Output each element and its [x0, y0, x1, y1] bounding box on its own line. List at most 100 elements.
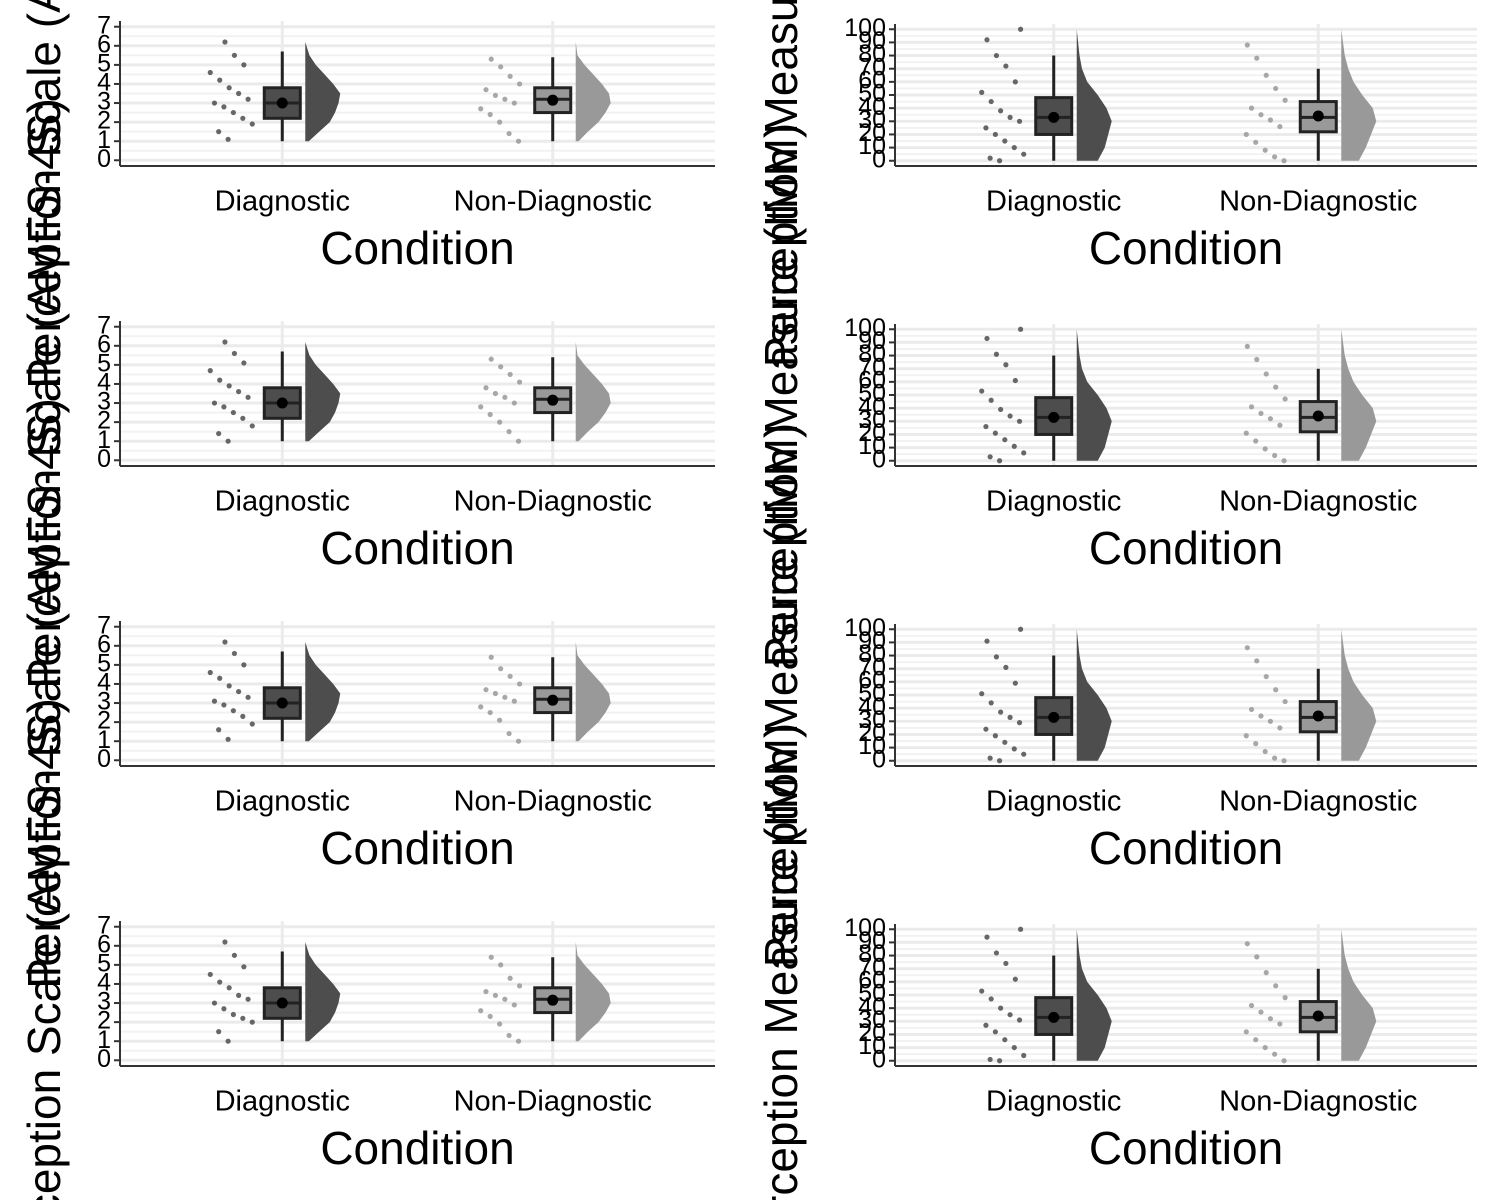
data-point	[245, 96, 251, 102]
data-point	[1003, 960, 1009, 967]
data-point	[488, 954, 494, 960]
violin	[305, 341, 341, 442]
x-tick-label: Diagnostic	[215, 1086, 350, 1118]
data-point	[217, 979, 223, 985]
data-point	[996, 1058, 1003, 1064]
data-point	[1021, 151, 1027, 157]
y-tick-label: 40	[858, 693, 886, 721]
data-point	[498, 64, 504, 70]
y-tick-label: 3	[97, 88, 111, 116]
x-tick-label: Diagnostic	[215, 486, 350, 518]
data-point	[492, 992, 499, 999]
violin	[575, 941, 611, 1042]
data-point	[217, 377, 223, 383]
y-tick-label: 4	[97, 969, 111, 997]
data-point	[1007, 114, 1013, 120]
y-tick-label: 5	[97, 649, 111, 677]
data-point	[225, 136, 231, 142]
data-point	[1267, 117, 1274, 123]
data-point	[207, 69, 213, 76]
y-tick-label: 30	[858, 406, 886, 434]
y-tick-label: 7	[97, 911, 111, 939]
y-tick-label: 2	[97, 707, 111, 735]
data-point	[1253, 1037, 1259, 1043]
data-point	[988, 996, 994, 1002]
y-tick-label: 3	[97, 688, 111, 716]
data-point	[516, 681, 523, 687]
data-point	[984, 638, 990, 644]
y-tick-label: 100	[844, 614, 886, 642]
data-point	[1262, 1044, 1268, 1051]
mean-point	[1048, 111, 1060, 123]
y-axis-title: Perception Scale (AMFS-4S)	[18, 0, 70, 389]
y-axis-title: Perception Measure (IMM)	[755, 723, 807, 1200]
data-point	[225, 1038, 231, 1044]
data-point	[1262, 446, 1268, 452]
x-tick-label: Non-Diagnostic	[454, 1086, 652, 1118]
data-point	[245, 694, 251, 700]
y-tick-label: 40	[858, 93, 886, 121]
data-point	[1272, 154, 1278, 160]
data-point	[225, 438, 231, 444]
data-point	[996, 458, 1003, 464]
mean-point	[547, 94, 559, 106]
y-tick-label: 50	[858, 980, 886, 1008]
mean-point	[1048, 411, 1060, 423]
y-tick-label: 2	[97, 1007, 111, 1035]
data-point	[979, 988, 985, 994]
data-point	[488, 56, 494, 62]
data-point	[506, 1032, 512, 1039]
data-point	[1244, 645, 1250, 651]
data-point	[487, 411, 493, 418]
mean-point	[1048, 1011, 1060, 1023]
data-point	[240, 115, 246, 121]
mean-point	[547, 394, 559, 406]
y-tick-label: 40	[858, 993, 886, 1021]
data-point	[1254, 55, 1260, 61]
data-point	[497, 119, 503, 125]
violin	[1076, 329, 1112, 461]
y-tick-label: 50	[858, 80, 886, 108]
violin	[575, 641, 611, 742]
data-point	[222, 339, 228, 345]
data-point	[1273, 384, 1279, 390]
y-tick-label: 0	[97, 1045, 111, 1073]
data-point	[515, 438, 522, 444]
data-point	[1272, 452, 1278, 459]
mean-point	[1312, 710, 1324, 722]
y-tick-label: 30	[858, 706, 886, 734]
data-point	[1262, 147, 1268, 153]
data-point	[226, 85, 232, 91]
data-point	[516, 379, 523, 385]
data-point	[1273, 983, 1279, 989]
data-point	[1244, 42, 1250, 48]
data-point	[1254, 658, 1260, 664]
data-point	[515, 1038, 522, 1044]
data-point	[231, 350, 238, 357]
data-point	[998, 709, 1004, 715]
data-point	[1253, 741, 1259, 747]
x-tick-label: Non-Diagnostic	[1219, 1086, 1417, 1118]
data-point	[1243, 131, 1249, 138]
y-tick-label: 2	[97, 407, 111, 435]
y-tick-label: 5	[97, 949, 111, 977]
data-point	[502, 694, 508, 700]
data-point	[1012, 680, 1018, 686]
data-point	[483, 988, 489, 995]
data-point	[979, 89, 985, 95]
y-tick-label: 90	[858, 927, 886, 955]
y-tick-label: 70	[858, 653, 886, 681]
data-point	[984, 934, 990, 940]
violin	[305, 41, 341, 142]
mean-point	[1312, 410, 1324, 422]
data-point	[993, 654, 1000, 660]
y-tick-label: 20	[858, 119, 886, 147]
data-point	[1007, 1012, 1013, 1018]
y-tick-label: 10	[858, 732, 886, 760]
data-point	[222, 939, 228, 945]
data-point	[1248, 706, 1255, 713]
data-point	[1267, 416, 1274, 422]
data-point	[478, 704, 484, 710]
